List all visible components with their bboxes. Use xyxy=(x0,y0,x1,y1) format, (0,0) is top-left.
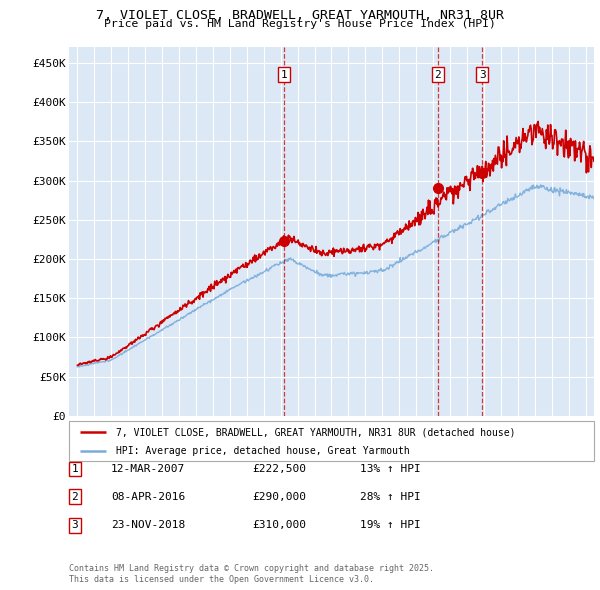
Text: 1: 1 xyxy=(71,464,79,474)
Text: Price paid vs. HM Land Registry's House Price Index (HPI): Price paid vs. HM Land Registry's House … xyxy=(104,19,496,30)
Text: 3: 3 xyxy=(479,70,485,80)
Text: 19% ↑ HPI: 19% ↑ HPI xyxy=(360,520,421,530)
Text: 28% ↑ HPI: 28% ↑ HPI xyxy=(360,492,421,502)
Text: 7, VIOLET CLOSE, BRADWELL, GREAT YARMOUTH, NR31 8UR: 7, VIOLET CLOSE, BRADWELL, GREAT YARMOUT… xyxy=(96,9,504,22)
Text: HPI: Average price, detached house, Great Yarmouth: HPI: Average price, detached house, Grea… xyxy=(116,445,410,455)
Text: £222,500: £222,500 xyxy=(252,464,306,474)
Text: Contains HM Land Registry data © Crown copyright and database right 2025.: Contains HM Land Registry data © Crown c… xyxy=(69,565,434,573)
Text: £310,000: £310,000 xyxy=(252,520,306,530)
Text: 13% ↑ HPI: 13% ↑ HPI xyxy=(360,464,421,474)
Text: 23-NOV-2018: 23-NOV-2018 xyxy=(111,520,185,530)
Text: This data is licensed under the Open Government Licence v3.0.: This data is licensed under the Open Gov… xyxy=(69,575,374,584)
FancyBboxPatch shape xyxy=(69,421,594,461)
Text: 1: 1 xyxy=(281,70,287,80)
Text: 3: 3 xyxy=(71,520,79,530)
Text: 2: 2 xyxy=(434,70,441,80)
Text: 7, VIOLET CLOSE, BRADWELL, GREAT YARMOUTH, NR31 8UR (detached house): 7, VIOLET CLOSE, BRADWELL, GREAT YARMOUT… xyxy=(116,427,516,437)
Text: 2: 2 xyxy=(71,492,79,502)
Text: £290,000: £290,000 xyxy=(252,492,306,502)
Text: 12-MAR-2007: 12-MAR-2007 xyxy=(111,464,185,474)
Text: 08-APR-2016: 08-APR-2016 xyxy=(111,492,185,502)
